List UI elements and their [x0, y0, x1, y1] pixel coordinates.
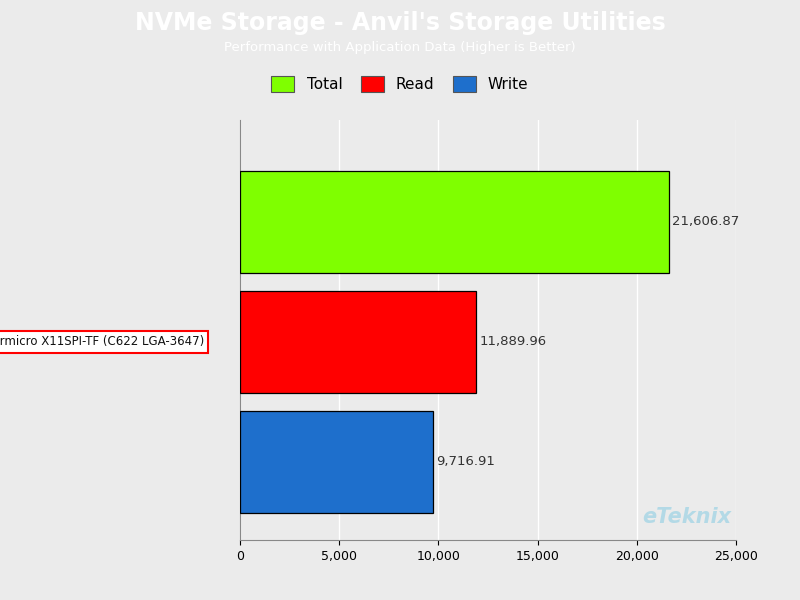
- Text: eTeknix: eTeknix: [642, 508, 731, 527]
- Text: 21,606.87: 21,606.87: [672, 215, 739, 229]
- Bar: [240, 171, 669, 273]
- Text: 11,889.96: 11,889.96: [479, 335, 546, 349]
- Bar: [240, 291, 476, 393]
- Text: Supermicro X11SPI-TF (C622 LGA-3647): Supermicro X11SPI-TF (C622 LGA-3647): [0, 335, 204, 349]
- Legend: Total, Read, Write: Total, Read, Write: [271, 76, 529, 92]
- Text: NVMe Storage - Anvil's Storage Utilities: NVMe Storage - Anvil's Storage Utilities: [134, 11, 666, 35]
- Text: Performance with Application Data (Higher is Better): Performance with Application Data (Highe…: [224, 41, 576, 55]
- Text: 9,716.91: 9,716.91: [436, 455, 495, 469]
- Bar: [240, 411, 433, 513]
